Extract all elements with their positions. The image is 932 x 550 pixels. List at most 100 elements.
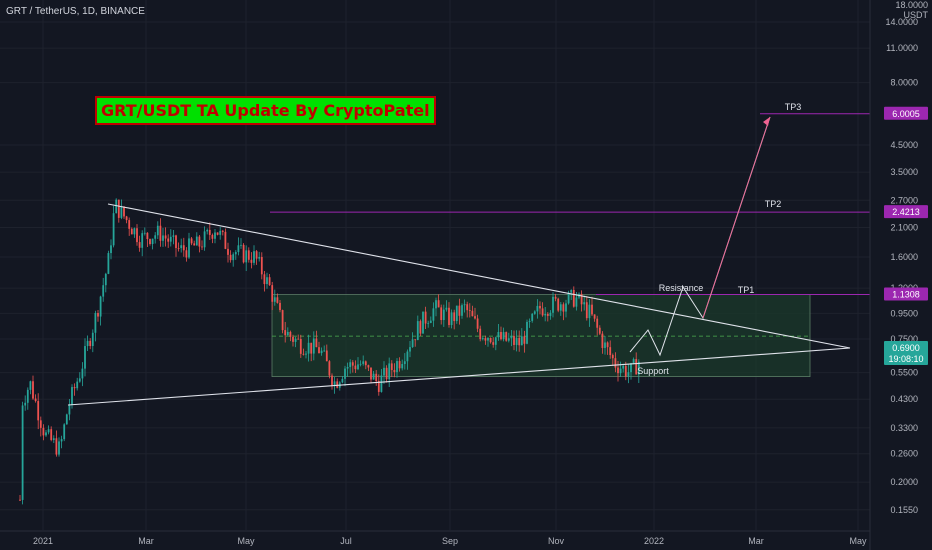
price-tag-label: 0.6900 xyxy=(892,343,920,353)
axis-top-value: 18.0000 xyxy=(895,0,928,10)
candle-body xyxy=(299,338,302,354)
resistance-label: Resistance xyxy=(659,283,704,293)
candle-body xyxy=(598,327,601,334)
candle-body xyxy=(159,225,162,241)
candle-body xyxy=(307,342,310,354)
candle-body xyxy=(138,242,141,248)
candle-body xyxy=(601,333,604,348)
candle-body xyxy=(320,350,323,354)
candle-body xyxy=(99,296,102,317)
y-tick-label: 0.7500 xyxy=(890,334,918,344)
candle-body xyxy=(302,353,305,355)
price-tag-box xyxy=(884,205,928,219)
candle-body xyxy=(450,312,453,326)
candle-body xyxy=(611,355,614,359)
candle-body xyxy=(185,250,188,258)
candle-body xyxy=(336,381,339,388)
candle-body xyxy=(188,238,190,258)
candle-body xyxy=(523,336,526,344)
candle-body xyxy=(554,296,557,299)
candle-body xyxy=(162,235,164,241)
price-axis[interactable]: 14.0000 11.0000 8.0000 4.5000 3.5000 2.7000 2.… xyxy=(869,0,918,550)
candle-body xyxy=(172,235,175,237)
x-tick-label: Jul xyxy=(340,536,352,546)
candle-body xyxy=(468,310,471,311)
candle-body xyxy=(305,353,307,355)
y-tick-label: 0.1550 xyxy=(890,505,918,515)
candle-body xyxy=(435,300,437,309)
candle-body xyxy=(619,368,622,374)
candle-body xyxy=(224,231,227,249)
candle-body xyxy=(182,245,185,251)
candle-body xyxy=(364,361,367,366)
candle-body xyxy=(266,277,268,285)
candle-body xyxy=(437,300,440,308)
x-tick-label: May xyxy=(849,536,867,546)
candle-body xyxy=(195,236,198,246)
level-label: TP3 xyxy=(785,102,802,112)
candle-body xyxy=(240,244,242,246)
candle-body xyxy=(489,337,492,343)
candle-body xyxy=(123,206,125,217)
candle-body xyxy=(310,342,313,354)
candle-body xyxy=(167,238,170,242)
candle-body xyxy=(201,246,203,248)
candle-body xyxy=(372,373,375,380)
candle-body xyxy=(362,361,365,364)
y-tick-label: 14.0000 xyxy=(885,17,918,27)
price-tag-label: 2.4213 xyxy=(892,207,920,217)
candle-body xyxy=(198,236,201,247)
candle-body xyxy=(572,289,575,307)
candle-body xyxy=(112,213,115,246)
candle-body xyxy=(58,441,60,455)
candle-body xyxy=(242,244,245,263)
symbol-title: GRT / TetherUS, 1D, BINANCE xyxy=(6,6,145,17)
candle-body xyxy=(401,364,404,369)
candle-body xyxy=(565,303,567,312)
candle-body xyxy=(630,363,632,373)
candle-body xyxy=(73,387,76,389)
candle-body xyxy=(380,375,383,392)
x-tick-label: Mar xyxy=(748,536,764,546)
arrow-head xyxy=(763,117,770,126)
trend-lines xyxy=(67,113,870,406)
candle-body xyxy=(627,372,630,377)
candle-body xyxy=(416,321,419,341)
candle-body xyxy=(206,229,209,232)
countdown-label: 19:08:10 xyxy=(888,354,923,364)
candle-body xyxy=(497,332,500,338)
candle-body xyxy=(396,361,398,373)
candle-body xyxy=(604,342,606,348)
lower-trendline xyxy=(67,347,851,406)
candle-body xyxy=(510,336,513,339)
candle-body xyxy=(247,250,250,260)
candle-body xyxy=(258,257,261,259)
upper-trendline xyxy=(107,203,851,349)
candle-body xyxy=(549,312,552,316)
candle-body xyxy=(567,292,570,304)
candle-body xyxy=(315,338,318,348)
candle-body xyxy=(271,285,274,302)
candle-body xyxy=(253,251,255,263)
price-tag-label: 6.0005 xyxy=(892,109,920,119)
candle-body xyxy=(606,342,609,348)
candle-body xyxy=(26,389,29,403)
candle-body xyxy=(29,381,32,390)
candle-body xyxy=(211,234,214,239)
y-tick-label: 4.5000 xyxy=(890,140,918,150)
candle-body xyxy=(294,338,297,342)
time-axis[interactable]: 2021 Mar May Jul Sep Nov 2022 Mar May xyxy=(0,530,870,546)
candle-body xyxy=(229,254,232,261)
candle-body xyxy=(193,243,196,246)
candle-body xyxy=(463,304,466,306)
candle-body xyxy=(260,257,263,275)
candle-body xyxy=(21,405,24,500)
candle-body xyxy=(333,381,336,386)
candle-body xyxy=(78,378,81,382)
candle-body xyxy=(479,328,482,340)
level-label: TP1 xyxy=(738,285,755,295)
candle-body xyxy=(442,309,445,321)
candle-body xyxy=(143,232,146,234)
candle-body xyxy=(635,359,638,375)
